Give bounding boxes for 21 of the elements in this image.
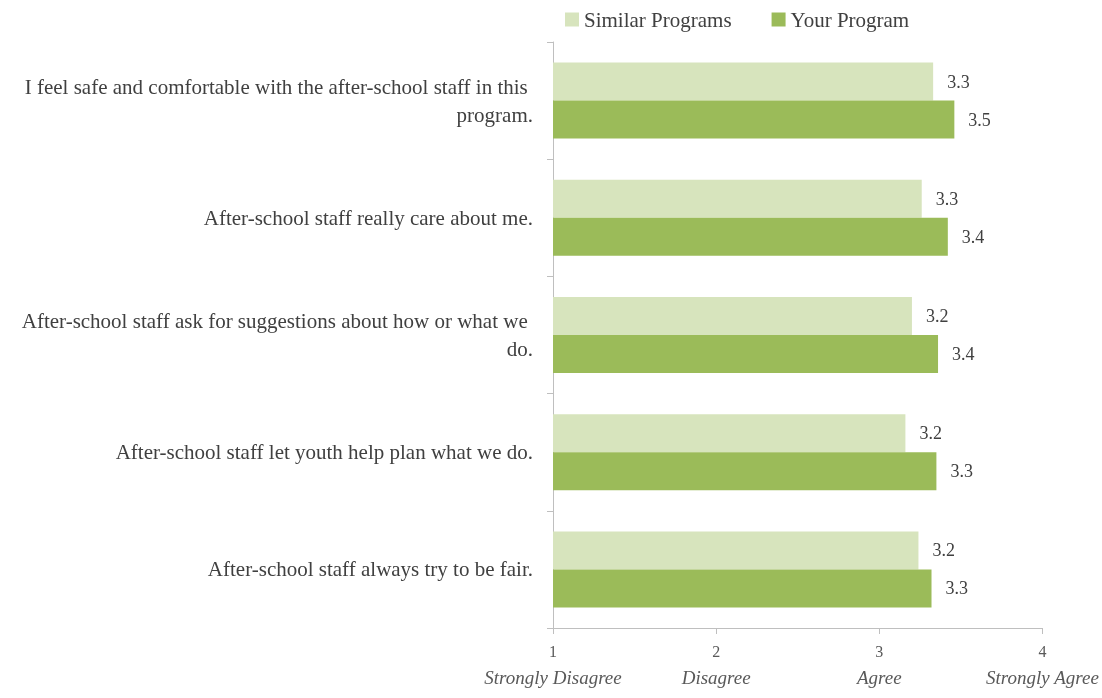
data-label: 3.3 (947, 71, 970, 92)
data-label: 3.2 (925, 306, 949, 326)
x-tick-label: 2 Disagree (680, 642, 751, 688)
data-label: 3.3 (935, 188, 959, 209)
y-tick-label: After-school staff let youth help plan what we do. (115, 440, 533, 465)
data-label: 3.3 (945, 578, 969, 599)
legend-label: Your Program (790, 7, 910, 32)
data-label: 3.5 (968, 109, 991, 130)
x-tick-label: 4 Strongly Agree (986, 642, 1099, 688)
data-label: 3.2 (919, 423, 942, 444)
y-tick-label: After-school staff always try to be fair. (207, 557, 533, 582)
data-label: 3.3 (950, 461, 973, 482)
data-label: 3.4 (961, 226, 985, 247)
y-tick-label: After-school staff ask for suggestions about how or what we do. (21, 309, 533, 361)
y-tick-label: After-school staff really care about me. (203, 205, 533, 230)
data-label: 3.2 (932, 540, 955, 561)
y-tick-label: I feel safe and comfortable with the after-school staff in this program. (24, 74, 533, 127)
x-tick-label: 1 Strongly Disagree (484, 642, 622, 688)
legend-label: Similar Programs (584, 7, 732, 32)
x-tick-label: 3 Agree (854, 642, 902, 688)
data-label: 3.4 (952, 344, 975, 364)
